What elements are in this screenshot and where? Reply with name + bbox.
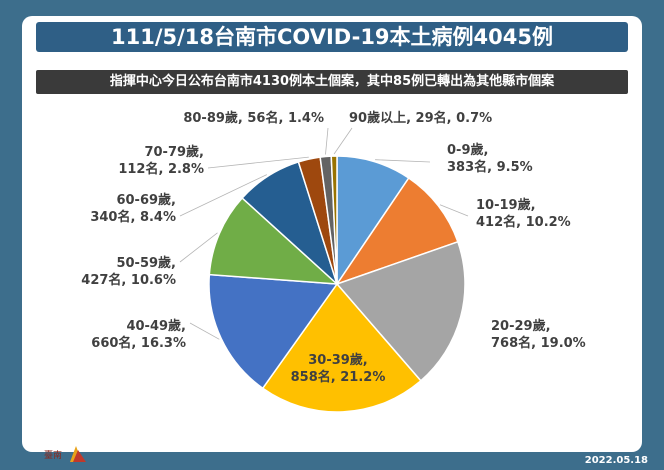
slice-label-line2: 383名, 9.5% bbox=[447, 159, 533, 175]
slice-data-label: 30-39歲, 858名, 21.2% bbox=[291, 352, 386, 385]
slice-label-line2: 112名, 2.8% bbox=[118, 161, 204, 177]
pie-slice bbox=[335, 240, 466, 382]
pie-slice bbox=[208, 196, 340, 285]
pie-slice bbox=[330, 155, 338, 285]
page-subtitle: 指揮中心今日公布台南市4130例本土個案，其中85例已轉出為其他縣市個案 bbox=[36, 70, 628, 94]
slice-data-label: 10-19歲, 412名, 10.2% bbox=[476, 197, 571, 230]
slice-label-line1: 70-79歲, bbox=[144, 144, 204, 160]
pie-chart: 0-9歲, 383名, 9.5% 10-19歲, 412名, 10.2% 20-29歲,… bbox=[81, 110, 586, 413]
slice-data-label: 90歲以上, 29名, 0.7% bbox=[349, 110, 492, 126]
page-title: 111/5/18台南市COVID-19本土病例4045例 bbox=[36, 22, 628, 52]
slice-label-line1: 80-89歲, 56名, 1.4% bbox=[183, 110, 324, 126]
leader-line bbox=[189, 322, 220, 340]
leader-line bbox=[333, 127, 353, 155]
slice-data-label: 20-29歲, 768名, 19.0% bbox=[491, 318, 586, 351]
pie-slice bbox=[336, 155, 410, 287]
chart-card: 111/5/18台南市COVID-19本土病例4045例 指揮中心今日公布台南市… bbox=[22, 16, 642, 462]
slice-data-label: 40-49歲, 660名, 16.3% bbox=[91, 318, 186, 351]
slice-data-label: 50-59歲, 427名, 10.6% bbox=[81, 255, 176, 288]
slice-label-line2: 412名, 10.2% bbox=[476, 214, 571, 230]
slice-label-line2: 427名, 10.6% bbox=[81, 272, 176, 288]
slice-data-label: 60-69歲, 340名, 8.4% bbox=[90, 192, 176, 225]
pie-slice bbox=[335, 176, 459, 286]
svg-text:臺南: 臺南 bbox=[44, 449, 62, 461]
leader-line bbox=[179, 232, 218, 263]
slice-label-line1: 90歲以上, 29名, 0.7% bbox=[349, 110, 492, 126]
tainan-city-logo: 臺南 bbox=[44, 446, 86, 462]
slice-label-line1: 60-69歲, bbox=[116, 192, 176, 208]
slice-data-label: 70-79歲, 112名, 2.8% bbox=[118, 144, 204, 177]
date-stamp: 2022.05.18 bbox=[584, 455, 648, 466]
leader-line bbox=[207, 156, 309, 169]
pie-slice bbox=[261, 282, 422, 413]
slice-label-line1: 30-39歲, bbox=[308, 352, 368, 368]
leader-line bbox=[325, 127, 329, 155]
slice-data-label: 0-9歲, 383名, 9.5% bbox=[447, 142, 533, 175]
slice-label-line1: 20-29歲, bbox=[491, 318, 551, 334]
slice-label-line2: 858名, 21.2% bbox=[291, 369, 386, 385]
slice-label-line1: 40-49歲, bbox=[126, 318, 186, 334]
slice-label-line1: 10-19歲, bbox=[476, 197, 536, 213]
leader-line bbox=[375, 159, 431, 163]
slice-label-line1: 50-59歲, bbox=[116, 255, 176, 271]
leader-line bbox=[179, 174, 267, 217]
leader-line bbox=[439, 204, 469, 217]
slice-label-line2: 768名, 19.0% bbox=[491, 335, 586, 351]
pie-slice bbox=[208, 273, 339, 390]
slice-label-line2: 340名, 8.4% bbox=[90, 209, 176, 225]
slice-label-line2: 660名, 16.3% bbox=[91, 335, 186, 351]
slice-data-label: 80-89歲, 56名, 1.4% bbox=[183, 110, 324, 126]
slice-label-line1: 0-9歲, bbox=[447, 142, 488, 158]
